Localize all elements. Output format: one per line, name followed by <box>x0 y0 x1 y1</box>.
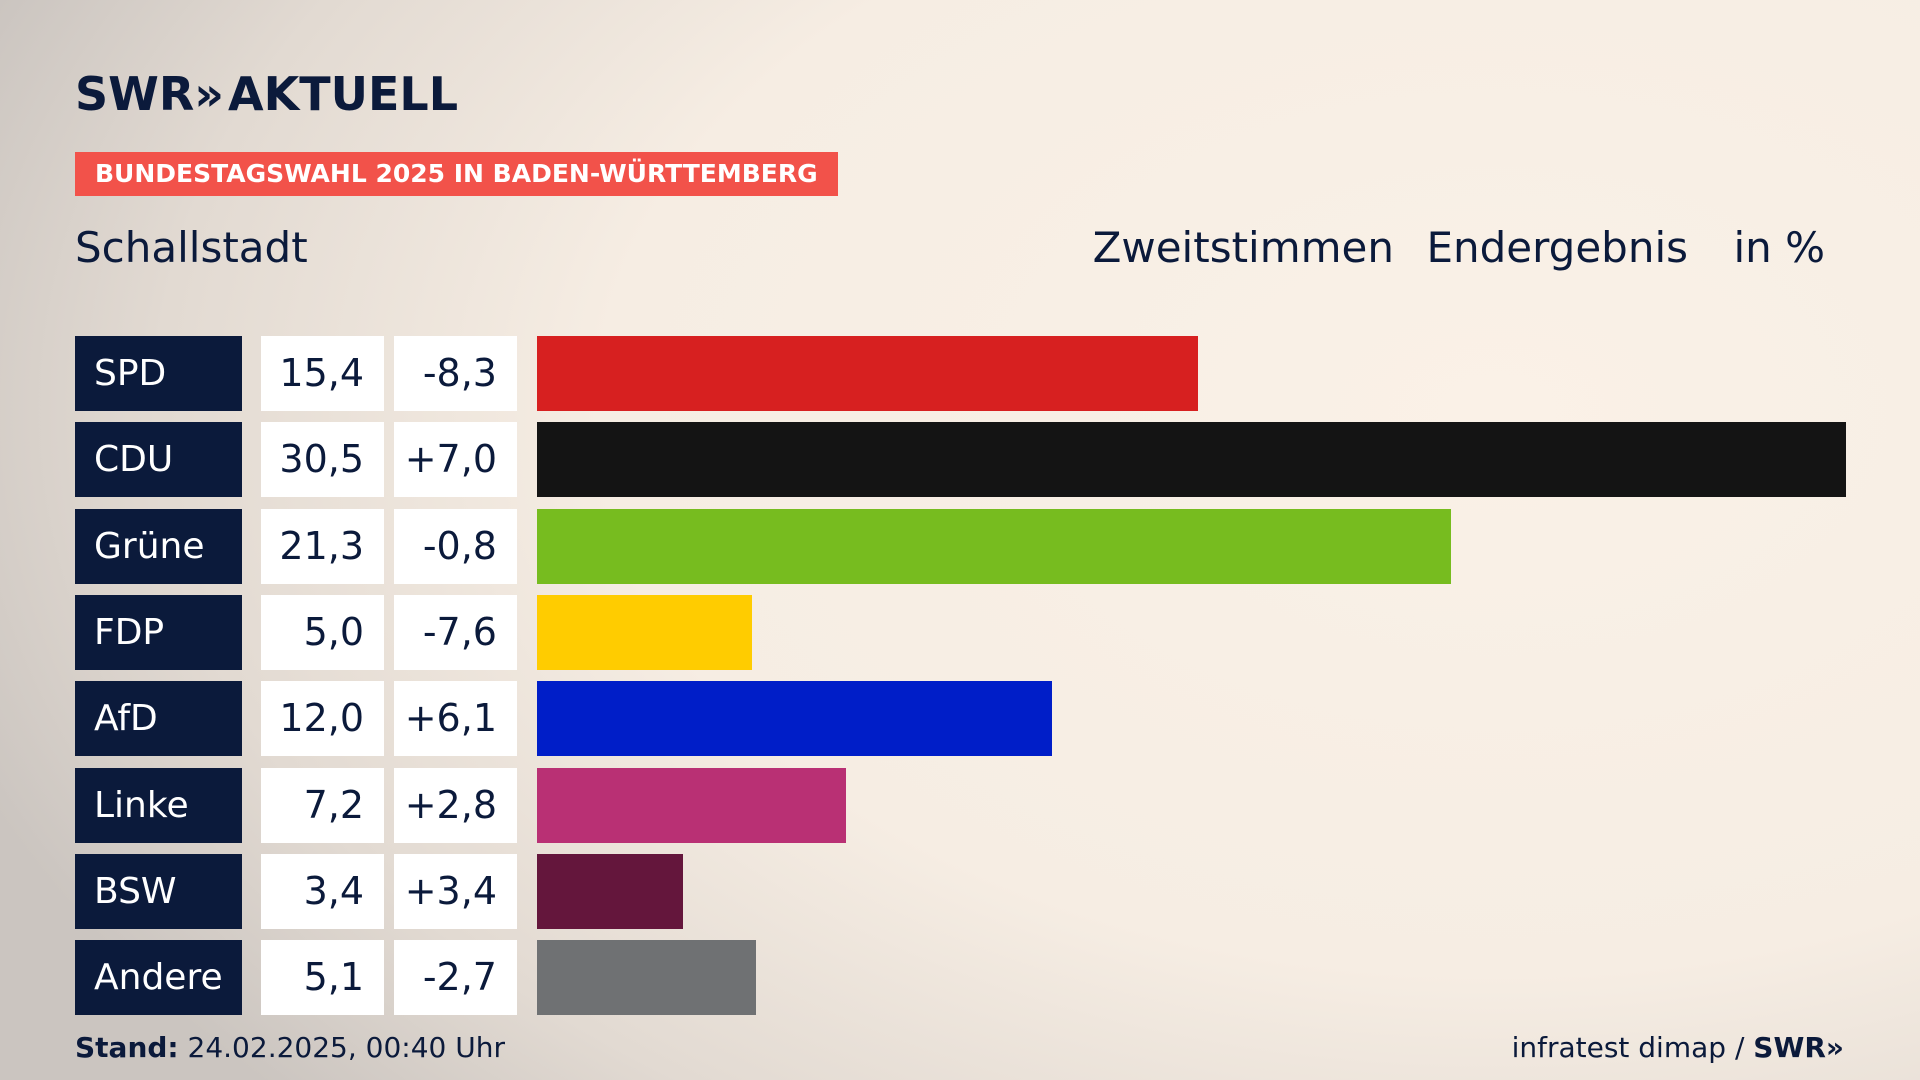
bar-andere <box>537 940 756 1015</box>
party-label: Andere <box>75 940 242 1015</box>
source-brand: SWR» <box>1753 1031 1844 1064</box>
source-text: infratest dimap / <box>1511 1031 1745 1064</box>
party-label: Linke <box>75 768 242 843</box>
election-banner: BUNDESTAGSWAHL 2025 IN BADEN-WÜRTTEMBERG <box>75 152 838 196</box>
party-label: AfD <box>75 681 242 756</box>
vote-share-label: 5,1 <box>261 940 384 1015</box>
party-label: CDU <box>75 422 242 497</box>
vote-share-label: 3,4 <box>261 854 384 929</box>
vote-share-label: 7,2 <box>261 768 384 843</box>
change-label: -2,7 <box>394 940 517 1015</box>
bar-afd <box>537 681 1052 756</box>
change-label: +3,4 <box>394 854 517 929</box>
header-vote-type: Zweitstimmen <box>1092 223 1394 272</box>
change-label: +7,0 <box>394 422 517 497</box>
vote-share-label: 5,0 <box>261 595 384 670</box>
party-label: BSW <box>75 854 242 929</box>
change-label: -0,8 <box>394 509 517 584</box>
logo-main: SWR <box>75 67 195 121</box>
vote-share-label: 30,5 <box>261 422 384 497</box>
party-label: SPD <box>75 336 242 411</box>
vote-share-label: 15,4 <box>261 336 384 411</box>
stand-value: 24.02.2025, 00:40 Uhr <box>187 1031 505 1064</box>
bar-bsw <box>537 854 683 929</box>
change-label: +6,1 <box>394 681 517 756</box>
source-credit: infratest dimap / SWR» <box>1512 1030 1844 1066</box>
header-status: Endergebnis <box>1426 223 1688 272</box>
party-label: Grüne <box>75 509 242 584</box>
vote-share-label: 21,3 <box>261 509 384 584</box>
timestamp: Stand: 24.02.2025, 00:40 Uhr <box>75 1030 505 1066</box>
swr-aktuell-logo: SWR» AKTUELL <box>75 64 458 124</box>
party-label: FDP <box>75 595 242 670</box>
bar-linke <box>537 768 846 843</box>
header-unit: in % <box>1733 223 1825 272</box>
change-label: -8,3 <box>394 336 517 411</box>
change-label: +2,8 <box>394 768 517 843</box>
bar-grüne <box>537 509 1451 584</box>
bar-spd <box>537 336 1198 411</box>
change-label: -7,6 <box>394 595 517 670</box>
stand-label: Stand: <box>75 1031 179 1064</box>
bar-fdp <box>537 595 752 670</box>
logo-chevrons-icon: » <box>194 67 224 121</box>
place-title: Schallstadt <box>75 223 308 272</box>
bar-cdu <box>537 422 1846 497</box>
vote-share-label: 12,0 <box>261 681 384 756</box>
logo-sub: AKTUELL <box>228 67 459 121</box>
